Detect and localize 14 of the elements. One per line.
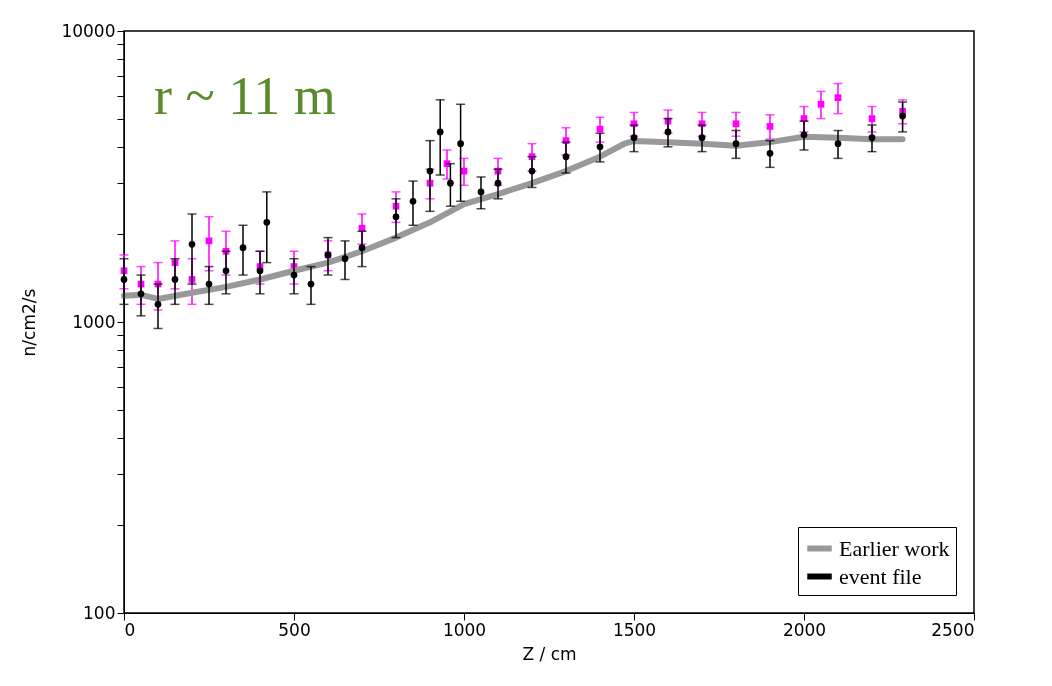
x-tick-label: 0 <box>124 619 136 640</box>
annotation: r ~ 11 m <box>154 66 336 126</box>
y-tick-label: 100 <box>83 602 116 623</box>
y-tick-label: 10000 <box>61 20 116 41</box>
x-tick-label: 2000 <box>782 619 827 640</box>
x-tick-label: 1500 <box>612 619 657 640</box>
x-tick-label: 2500 <box>931 619 975 640</box>
legend-label: event file <box>839 563 922 589</box>
legend-label: Earlier work <box>839 535 950 561</box>
x-tick-label: 1000 <box>442 619 487 640</box>
x-tick-label: 500 <box>278 619 311 640</box>
y-tick-label: 1000 <box>72 311 116 332</box>
x-axis-title: Z / cm <box>522 643 577 664</box>
y-axis-title: n/cm2/s <box>19 288 40 357</box>
